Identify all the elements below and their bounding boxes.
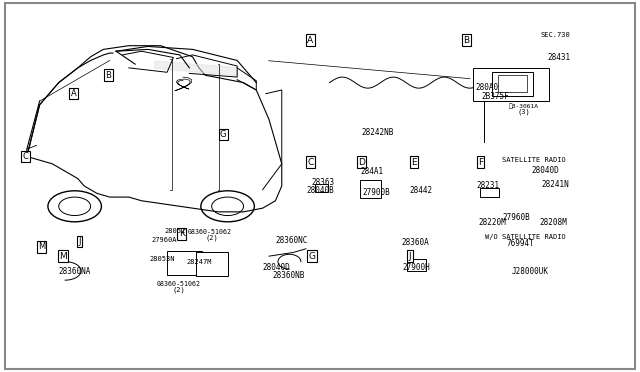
Text: A: A bbox=[307, 36, 314, 45]
Bar bbox=[360, 180, 381, 198]
Text: K: K bbox=[179, 230, 185, 238]
Text: B: B bbox=[463, 36, 470, 45]
Text: C: C bbox=[22, 152, 29, 161]
Text: F: F bbox=[478, 157, 483, 167]
Text: B: B bbox=[106, 71, 111, 80]
Text: J28000UK: J28000UK bbox=[512, 267, 548, 276]
Bar bbox=[473, 68, 549, 101]
Text: 27960A: 27960A bbox=[151, 237, 177, 243]
Text: SATELLITE RADIO: SATELLITE RADIO bbox=[502, 157, 565, 163]
Text: 08360-51062: 08360-51062 bbox=[157, 281, 200, 287]
Bar bbox=[196, 253, 228, 276]
Text: 28242NB: 28242NB bbox=[361, 128, 394, 137]
Bar bbox=[167, 251, 202, 275]
Text: 280A0: 280A0 bbox=[476, 83, 499, 92]
Text: C: C bbox=[307, 157, 314, 167]
Text: SEC.730: SEC.730 bbox=[541, 32, 571, 38]
Text: 28431: 28431 bbox=[547, 53, 570, 62]
Bar bbox=[492, 71, 534, 96]
Text: (3): (3) bbox=[518, 109, 531, 115]
Text: 2B375F: 2B375F bbox=[481, 92, 509, 101]
Text: 27960B: 27960B bbox=[502, 213, 530, 222]
Text: 284A1: 284A1 bbox=[361, 167, 384, 176]
Text: 28241N: 28241N bbox=[542, 180, 570, 189]
Text: (2): (2) bbox=[172, 286, 185, 293]
Text: 28363: 28363 bbox=[311, 178, 334, 187]
Text: E: E bbox=[412, 157, 417, 167]
Text: 28360NC: 28360NC bbox=[275, 236, 307, 245]
Text: M: M bbox=[60, 251, 67, 261]
Bar bbox=[499, 75, 527, 92]
Text: 76994T: 76994T bbox=[507, 239, 534, 248]
Text: 27900B: 27900B bbox=[362, 188, 390, 197]
Text: G: G bbox=[309, 251, 316, 261]
Text: 28208M: 28208M bbox=[540, 218, 567, 227]
Text: 28231: 28231 bbox=[476, 182, 499, 190]
Text: 28360NB: 28360NB bbox=[272, 271, 305, 280]
Text: 28360A: 28360A bbox=[401, 238, 429, 247]
Text: M: M bbox=[38, 243, 45, 251]
Text: A: A bbox=[70, 89, 76, 98]
Text: 08360-51062: 08360-51062 bbox=[188, 229, 232, 235]
Text: D: D bbox=[358, 157, 365, 167]
Text: 27900H: 27900H bbox=[403, 263, 430, 272]
Bar bbox=[480, 188, 499, 197]
Text: (2): (2) bbox=[205, 234, 218, 241]
Text: 28220M: 28220M bbox=[478, 218, 506, 227]
Text: 28053N: 28053N bbox=[149, 256, 175, 262]
Text: W/O SATELLITE RADIO: W/O SATELLITE RADIO bbox=[485, 234, 566, 240]
Text: 28360NA: 28360NA bbox=[58, 267, 91, 276]
Text: J: J bbox=[408, 251, 411, 261]
Text: 28040B: 28040B bbox=[306, 186, 334, 195]
Text: 28051: 28051 bbox=[164, 228, 186, 234]
Text: 28247M: 28247M bbox=[187, 259, 212, 266]
Text: J: J bbox=[79, 237, 81, 246]
Text: G: G bbox=[220, 130, 227, 139]
Text: ࢑8-3061A: ࢑8-3061A bbox=[509, 104, 539, 109]
Text: 28040D: 28040D bbox=[531, 166, 559, 175]
Text: 28040D: 28040D bbox=[263, 263, 291, 272]
Bar bbox=[315, 184, 328, 192]
Text: 28442: 28442 bbox=[409, 186, 432, 195]
Bar bbox=[406, 259, 426, 271]
